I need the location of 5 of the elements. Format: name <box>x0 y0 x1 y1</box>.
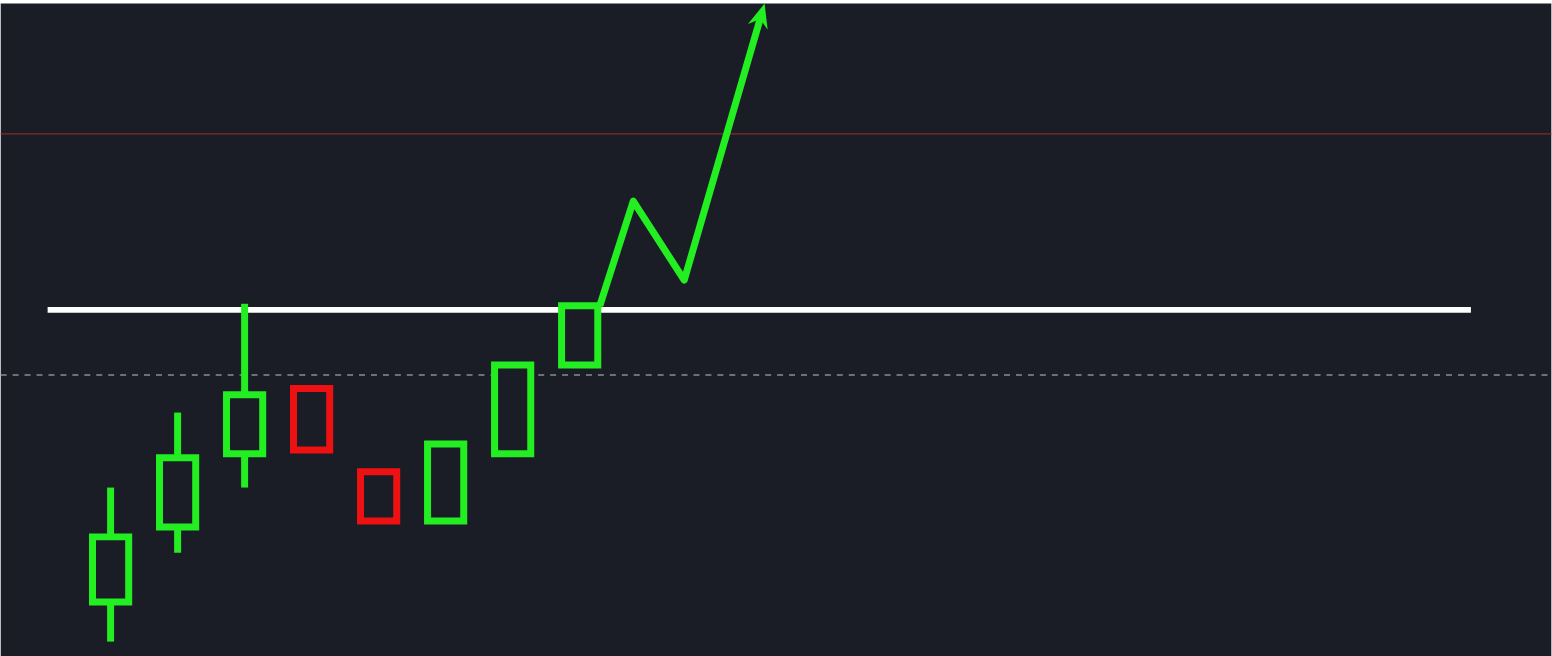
candlestick <box>491 361 535 457</box>
candlestick <box>223 303 267 488</box>
candlestick <box>424 440 468 525</box>
candlestick <box>357 467 401 525</box>
candlestick <box>290 384 334 454</box>
